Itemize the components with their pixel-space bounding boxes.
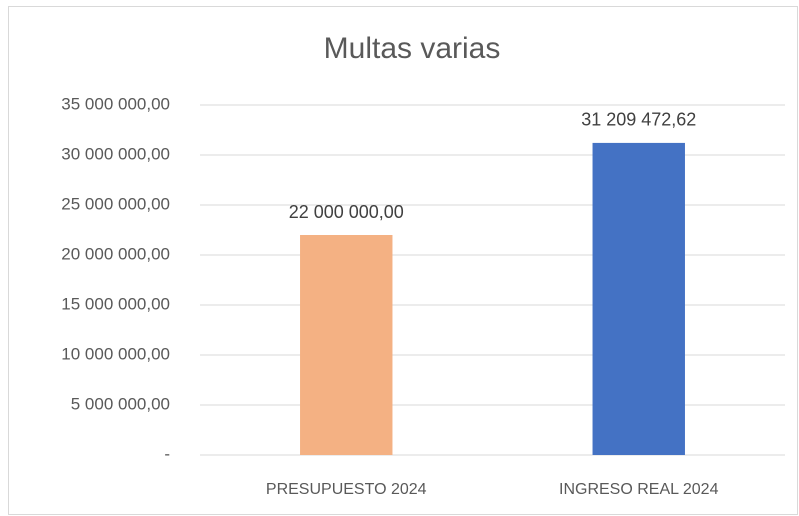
- chart-title: Multas varias: [324, 32, 501, 65]
- bar: [300, 235, 393, 455]
- data-label: 22 000 000,00: [289, 202, 404, 222]
- data-label: 31 209 472,62: [581, 110, 696, 130]
- x-tick-label: INGRESO REAL 2024: [559, 481, 719, 498]
- y-tick-label: -: [164, 444, 170, 463]
- y-tick-label: 35 000 000,00: [61, 94, 170, 113]
- y-tick-label: 20 000 000,00: [61, 244, 170, 263]
- y-tick-label: 5 000 000,00: [71, 394, 170, 413]
- y-tick-label: 15 000 000,00: [61, 294, 170, 313]
- y-tick-label: 30 000 000,00: [61, 144, 170, 163]
- y-tick-label: 10 000 000,00: [61, 344, 170, 363]
- y-tick-label: 25 000 000,00: [61, 194, 170, 213]
- x-tick-label: PRESUPUESTO 2024: [266, 481, 427, 498]
- bar: [592, 142, 685, 455]
